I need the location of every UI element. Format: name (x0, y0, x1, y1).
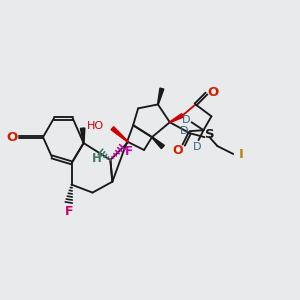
Text: F: F (64, 205, 73, 218)
Text: F: F (125, 146, 133, 158)
Text: O: O (7, 130, 18, 144)
Polygon shape (80, 128, 85, 143)
Text: S: S (205, 128, 214, 141)
Text: D: D (182, 115, 190, 125)
Text: D: D (179, 126, 188, 136)
Polygon shape (158, 88, 164, 104)
Polygon shape (111, 127, 128, 142)
Polygon shape (152, 137, 164, 149)
Text: O: O (172, 143, 183, 157)
Text: H: H (92, 152, 101, 165)
Text: O: O (208, 86, 219, 99)
Text: D: D (193, 142, 202, 152)
Polygon shape (169, 114, 184, 123)
Text: I: I (239, 148, 244, 161)
Text: HO: HO (87, 121, 104, 131)
